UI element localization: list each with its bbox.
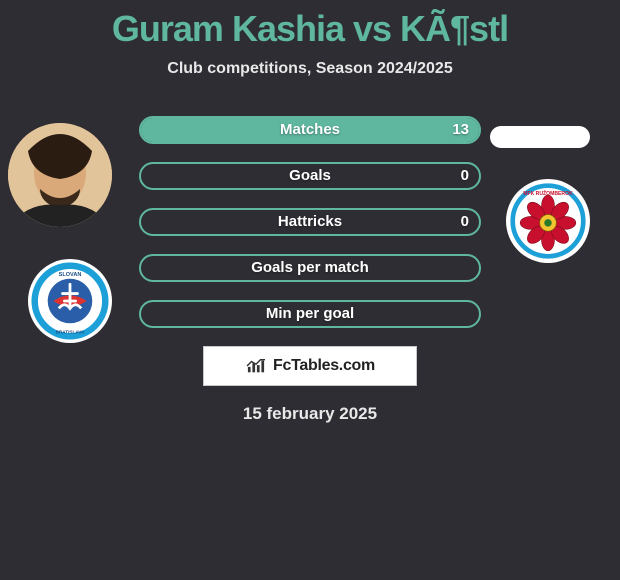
club-badge-right: MFK RUŽOMBEROK — [506, 179, 590, 263]
stat-label: Hattricks — [278, 213, 342, 230]
page-title: Guram Kashia vs KÃ¶stl — [0, 0, 620, 50]
player-placeholder-right — [490, 126, 590, 148]
stat-row-mpg: Min per goal — [139, 300, 481, 328]
stat-value-right: 0 — [461, 167, 469, 184]
svg-text:SLOVAN: SLOVAN — [59, 272, 82, 278]
club-badge-left: SLOVAN BRATISLAVA — [28, 259, 112, 343]
date-text: 15 february 2025 — [0, 404, 620, 424]
stats-container: Matches 13 Goals 0 Hattricks 0 Goals per… — [139, 116, 481, 328]
stat-label: Min per goal — [266, 305, 354, 322]
subtitle: Club competitions, Season 2024/2025 — [0, 60, 620, 78]
brand-badge: FcTables.com — [203, 346, 417, 386]
stat-row-matches: Matches 13 — [139, 116, 481, 144]
stat-label: Matches — [280, 121, 340, 138]
stat-row-goals: Goals 0 — [139, 162, 481, 190]
svg-text:BRATISLAVA: BRATISLAVA — [56, 330, 85, 335]
stat-value-right: 0 — [461, 213, 469, 230]
stat-row-gpm: Goals per match — [139, 254, 481, 282]
player-photo-left — [8, 123, 112, 227]
stat-row-hattricks: Hattricks 0 — [139, 208, 481, 236]
stat-value-right: 13 — [452, 121, 469, 138]
brand-text: FcTables.com — [273, 357, 375, 375]
chart-icon — [245, 357, 267, 375]
stat-label: Goals — [289, 167, 331, 184]
stat-label: Goals per match — [251, 259, 369, 276]
